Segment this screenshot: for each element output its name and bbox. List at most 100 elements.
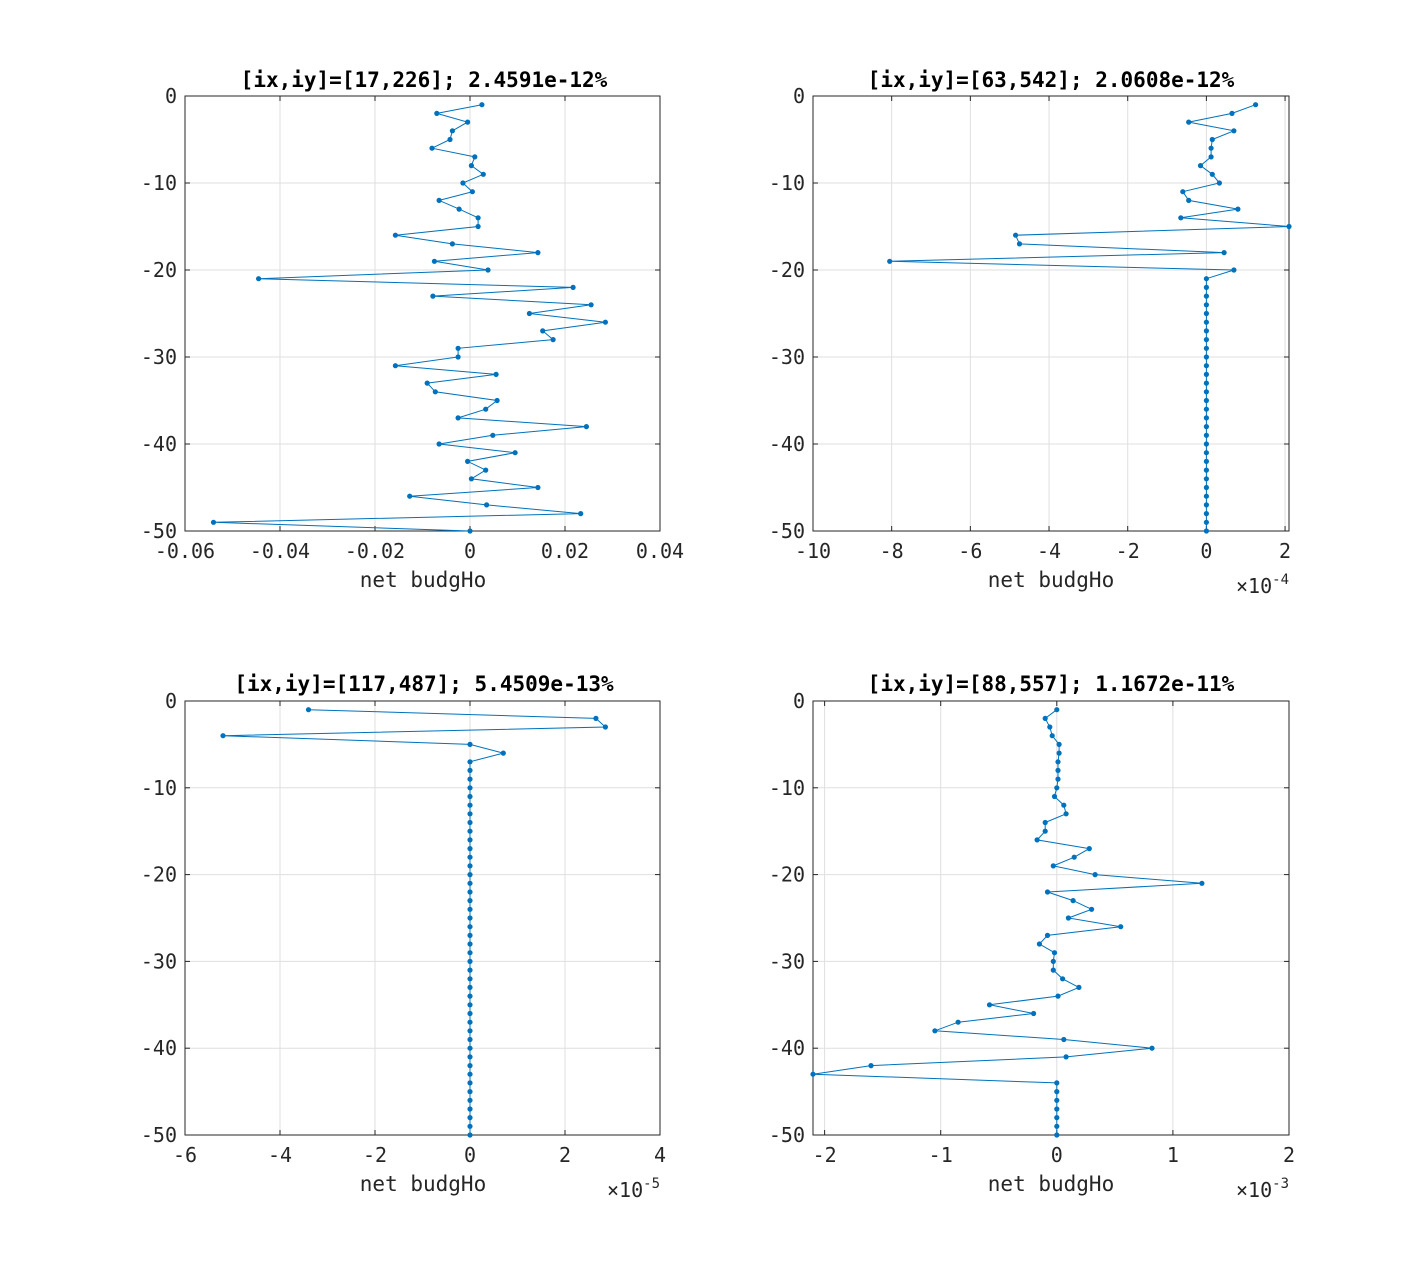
data-point — [467, 802, 473, 808]
data-point — [1203, 467, 1209, 473]
data-point — [472, 154, 478, 160]
data-point — [1054, 1106, 1060, 1112]
data-point — [1054, 1123, 1060, 1129]
data-point — [1203, 276, 1209, 282]
data-point — [1034, 837, 1040, 843]
data-point — [1050, 863, 1056, 869]
data-point — [1044, 932, 1051, 939]
data-point — [1180, 189, 1186, 195]
data-point — [467, 811, 473, 817]
data-point — [1031, 1010, 1037, 1017]
data-point — [432, 389, 438, 395]
data-point — [1203, 476, 1209, 482]
data-point — [1054, 1089, 1060, 1095]
data-point — [494, 397, 500, 404]
data-point — [407, 493, 413, 499]
x-exponent-label: ×10-4 — [1236, 572, 1289, 598]
y-tick-label: -40 — [141, 1036, 177, 1060]
y-tick-label: -20 — [769, 258, 805, 282]
data-point — [392, 232, 398, 238]
y-tick-label: -10 — [769, 776, 805, 800]
data-point — [1203, 380, 1209, 386]
series-line — [213, 104, 606, 532]
x-tick-label: 2 — [1279, 539, 1291, 563]
data-point — [1203, 389, 1209, 395]
data-point — [1054, 1115, 1060, 1121]
x-tick-label: 0 — [1051, 1143, 1063, 1167]
data-point — [467, 1002, 473, 1008]
x-tick-label: -0.04 — [250, 539, 310, 563]
data-point — [1203, 519, 1209, 525]
y-tick-label: -30 — [769, 949, 805, 973]
data-point — [1221, 250, 1227, 256]
data-point — [1063, 811, 1069, 817]
data-point — [1186, 197, 1192, 203]
data-point — [467, 854, 473, 860]
data-point — [467, 950, 473, 956]
x-tick-label: -2 — [1116, 539, 1140, 563]
x-tick-label: -4 — [268, 1143, 292, 1167]
data-point — [1203, 528, 1209, 534]
data-point — [467, 785, 473, 791]
data-point — [483, 467, 489, 473]
data-point — [955, 1019, 961, 1025]
data-point — [467, 1054, 473, 1060]
x-axis-label: net budgHo — [360, 1172, 486, 1196]
data-point — [1208, 154, 1214, 160]
data-point — [465, 119, 471, 125]
data-point — [1060, 976, 1066, 982]
axes-box — [812, 95, 1290, 532]
data-point — [460, 180, 466, 186]
y-tick-label: 0 — [165, 689, 177, 713]
data-point — [465, 458, 471, 464]
data-point — [467, 1132, 473, 1138]
y-tick-label: -50 — [769, 1123, 805, 1147]
data-point — [455, 345, 461, 351]
data-point — [535, 250, 541, 256]
plot-title: [ix,iy]=[117,487]; 5.4509e-13% — [234, 672, 614, 696]
data-point — [1203, 406, 1209, 412]
data-point — [1050, 958, 1056, 965]
data-point — [602, 319, 609, 325]
data-point — [430, 293, 436, 299]
y-tick-label: 0 — [165, 84, 177, 108]
y-tick-label: -10 — [141, 171, 177, 195]
data-point — [1070, 898, 1076, 904]
x-tick-label: -10 — [795, 539, 831, 563]
data-point — [467, 915, 473, 921]
data-point — [1203, 293, 1209, 299]
data-point — [1055, 776, 1061, 782]
data-point — [467, 776, 473, 782]
data-point — [467, 528, 473, 534]
data-point — [455, 415, 461, 421]
data-point — [500, 750, 506, 756]
x-tick-label: -2 — [363, 1143, 387, 1167]
plot-area — [185, 701, 660, 1135]
data-point — [932, 1028, 938, 1034]
y-tick-label: -30 — [769, 345, 805, 369]
data-point — [1054, 785, 1060, 791]
data-point — [434, 110, 440, 116]
data-point — [1036, 941, 1042, 947]
data-point — [467, 898, 473, 904]
data-point — [1203, 484, 1209, 491]
data-point — [1042, 819, 1048, 826]
data-point — [467, 819, 473, 826]
data-point — [1209, 171, 1215, 177]
data-point — [1071, 854, 1077, 860]
data-point — [467, 872, 473, 878]
data-point — [1203, 493, 1209, 499]
data-point — [467, 1089, 473, 1095]
data-point — [1050, 967, 1056, 973]
y-tick-label: 0 — [793, 689, 805, 713]
plot-area — [813, 701, 1289, 1135]
data-point — [467, 837, 473, 843]
data-point — [1203, 337, 1209, 343]
data-point — [1203, 502, 1209, 508]
data-point — [1203, 310, 1209, 317]
data-point — [475, 223, 481, 230]
data-point — [1054, 1132, 1060, 1138]
data-point — [1054, 1080, 1060, 1086]
data-point — [593, 715, 599, 722]
